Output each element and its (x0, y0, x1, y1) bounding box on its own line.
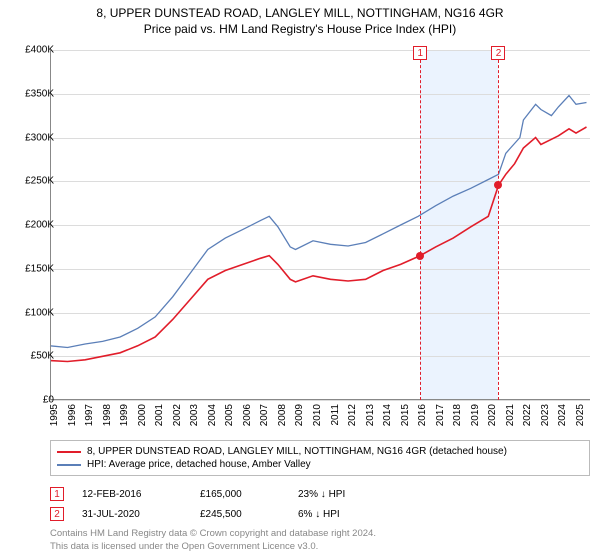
legend-item: HPI: Average price, detached house, Ambe… (57, 458, 583, 471)
legend-swatch (57, 464, 81, 466)
marker-line (420, 50, 421, 400)
title-address: 8, UPPER DUNSTEAD ROAD, LANGLEY MILL, NO… (0, 0, 600, 20)
x-tick-label: 2001 (154, 404, 165, 426)
x-tick-label: 1996 (67, 404, 78, 426)
event-delta: 6% ↓ HPI (298, 509, 340, 520)
x-tick-label: 2004 (207, 404, 218, 426)
marker-box: 1 (413, 46, 427, 60)
event-row: 1 12-FEB-2016 £165,000 23% ↓ HPI (50, 484, 590, 504)
chart-container: 8, UPPER DUNSTEAD ROAD, LANGLEY MILL, NO… (0, 0, 600, 560)
x-tick-label: 2014 (382, 404, 393, 426)
x-tick-label: 2020 (487, 404, 498, 426)
x-tick-label: 1997 (84, 404, 95, 426)
chart-plot-area: 12 (50, 50, 590, 400)
x-tick-label: 1998 (102, 404, 113, 426)
x-tick-label: 2003 (189, 404, 200, 426)
x-tick-label: 2000 (137, 404, 148, 426)
x-tick-label: 2021 (505, 404, 516, 426)
x-tick-label: 2019 (470, 404, 481, 426)
marker-dot (416, 252, 424, 260)
footer-line: Contains HM Land Registry data © Crown c… (50, 528, 590, 541)
y-tick-label: £150K (25, 263, 54, 274)
legend-item: 8, UPPER DUNSTEAD ROAD, LANGLEY MILL, NO… (57, 445, 583, 458)
x-tick-label: 2007 (259, 404, 270, 426)
series-price_paid (50, 127, 587, 362)
x-tick-label: 1999 (119, 404, 130, 426)
x-tick-label: 2024 (557, 404, 568, 426)
legend-label: HPI: Average price, detached house, Ambe… (87, 459, 311, 470)
x-tick-label: 2002 (172, 404, 183, 426)
event-row: 2 31-JUL-2020 £245,500 6% ↓ HPI (50, 504, 590, 524)
y-tick-label: £350K (25, 88, 54, 99)
footer-attribution: Contains HM Land Registry data © Crown c… (50, 528, 590, 554)
footer-line: This data is licensed under the Open Gov… (50, 541, 590, 554)
x-axis-line (50, 399, 590, 400)
y-tick-label: £300K (25, 132, 54, 143)
y-tick-label: £50K (31, 351, 54, 362)
x-tick-label: 2018 (452, 404, 463, 426)
event-marker-box: 2 (50, 507, 64, 521)
x-tick-label: 2025 (575, 404, 586, 426)
event-date: 31-JUL-2020 (82, 509, 182, 520)
marker-box: 2 (491, 46, 505, 60)
gridline (50, 400, 590, 401)
legend-label: 8, UPPER DUNSTEAD ROAD, LANGLEY MILL, NO… (87, 446, 507, 457)
y-tick-label: £200K (25, 220, 54, 231)
event-price: £245,500 (200, 509, 280, 520)
x-tick-label: 2008 (277, 404, 288, 426)
series-hpi (50, 96, 587, 348)
y-tick-label: £100K (25, 307, 54, 318)
event-delta: 23% ↓ HPI (298, 489, 345, 500)
x-tick-label: 1995 (49, 404, 60, 426)
marker-dot (494, 181, 502, 189)
x-tick-label: 2013 (365, 404, 376, 426)
x-tick-label: 2023 (540, 404, 551, 426)
y-tick-label: £250K (25, 176, 54, 187)
x-tick-label: 2022 (522, 404, 533, 426)
x-tick-label: 2016 (417, 404, 428, 426)
y-tick-label: £400K (25, 45, 54, 56)
marker-line (498, 50, 499, 400)
x-tick-label: 2011 (330, 404, 341, 426)
series-svg (50, 50, 590, 400)
x-tick-label: 2012 (347, 404, 358, 426)
events-table: 1 12-FEB-2016 £165,000 23% ↓ HPI 2 31-JU… (50, 484, 590, 524)
event-date: 12-FEB-2016 (82, 489, 182, 500)
legend-swatch (57, 451, 81, 453)
x-tick-label: 2015 (400, 404, 411, 426)
event-marker-box: 1 (50, 487, 64, 501)
x-tick-label: 2006 (242, 404, 253, 426)
event-price: £165,000 (200, 489, 280, 500)
x-tick-label: 2017 (435, 404, 446, 426)
x-tick-label: 2005 (224, 404, 235, 426)
x-tick-label: 2009 (294, 404, 305, 426)
title-subtitle: Price paid vs. HM Land Registry's House … (0, 20, 600, 36)
x-tick-label: 2010 (312, 404, 323, 426)
legend-box: 8, UPPER DUNSTEAD ROAD, LANGLEY MILL, NO… (50, 440, 590, 476)
